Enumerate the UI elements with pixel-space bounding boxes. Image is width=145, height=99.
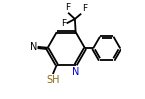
Text: N: N bbox=[72, 67, 80, 77]
Text: F: F bbox=[66, 3, 71, 12]
Text: SH: SH bbox=[46, 75, 60, 85]
Text: F: F bbox=[61, 19, 66, 28]
Text: N: N bbox=[30, 42, 37, 52]
Text: F: F bbox=[82, 4, 87, 13]
